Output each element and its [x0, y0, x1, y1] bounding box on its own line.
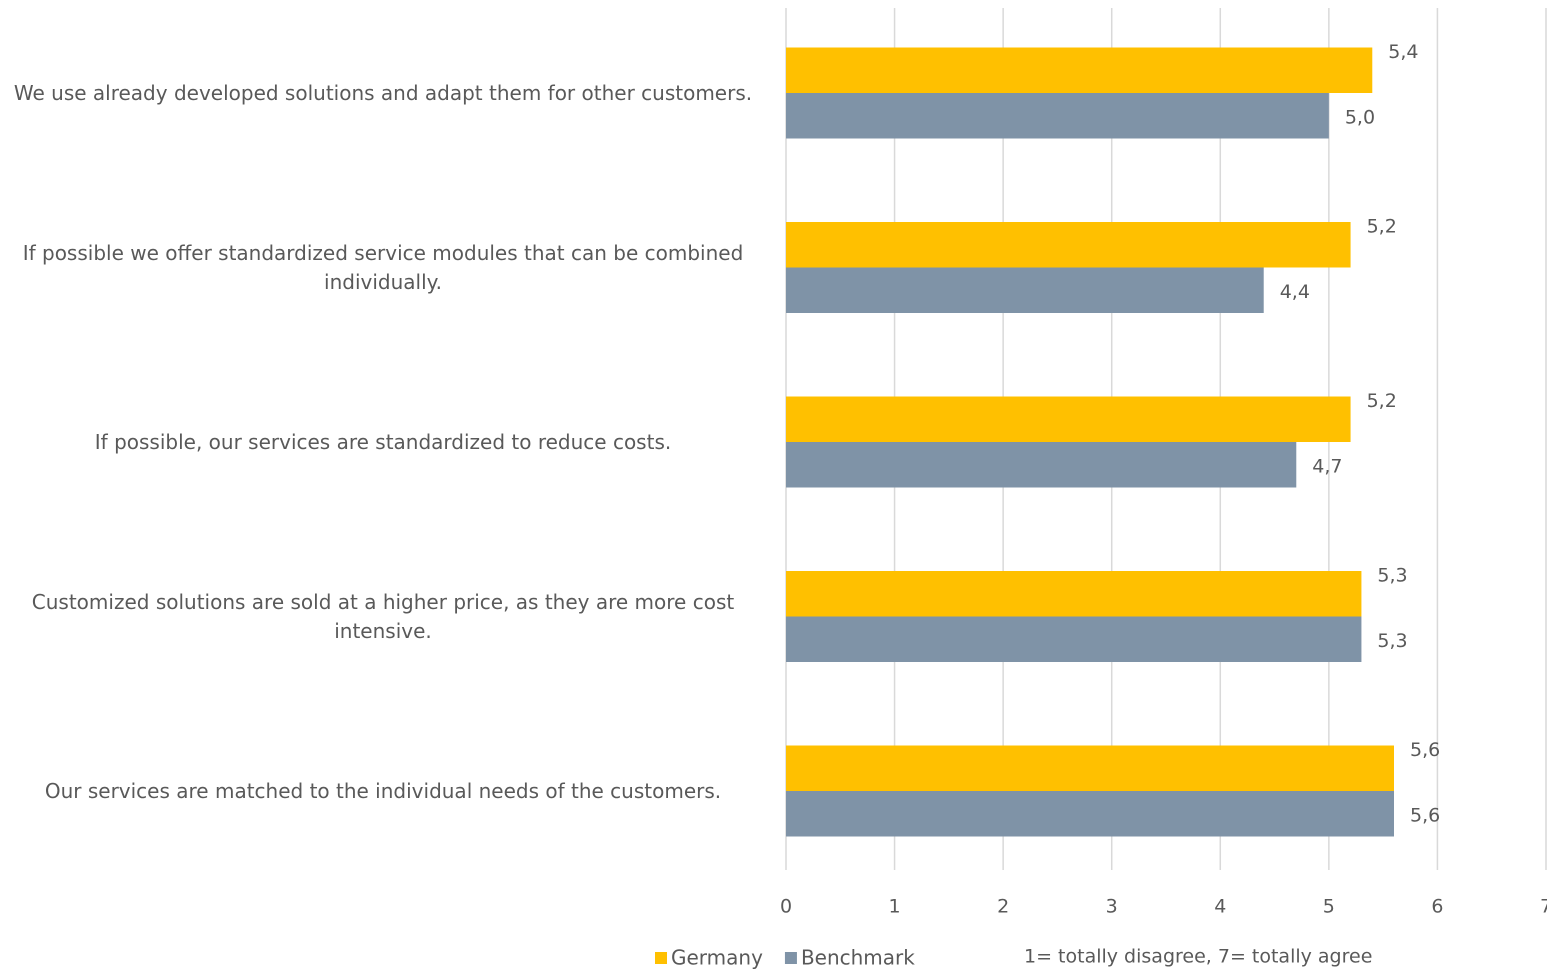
bar: [786, 267, 1264, 313]
category-label: Customized solutions are sold at a highe…: [31, 589, 735, 643]
note: 1= totally disagree, 7= totally agree: [1024, 946, 1372, 968]
bar: [786, 791, 1394, 837]
data-label: 4,7: [1312, 455, 1342, 477]
x-tick-label: 0: [780, 896, 792, 918]
x-tick-label: 4: [1214, 896, 1226, 918]
category-label: If possible, our services are standardiz…: [94, 429, 672, 454]
data-label: 5,6: [1410, 739, 1440, 761]
data-label: 4,4: [1280, 281, 1310, 303]
x-tick-label: 5: [1323, 896, 1335, 918]
bar: [786, 93, 1329, 139]
bar: [786, 616, 1362, 662]
legend-swatch: [655, 952, 667, 964]
category-label: If possible we offer standardized servic…: [22, 240, 744, 294]
bar: [786, 442, 1297, 488]
data-label: 5,6: [1410, 804, 1440, 826]
x-tick-label: 7: [1540, 896, 1547, 918]
category-label: We use already developed solutions and a…: [13, 80, 753, 105]
bar: [786, 571, 1362, 617]
category-label: Our services are matched to the individu…: [44, 778, 722, 803]
data-label: 5,2: [1367, 215, 1397, 237]
legend-swatch: [784, 952, 797, 964]
data-label: 5,2: [1367, 390, 1397, 412]
data-label: 5,4: [1388, 41, 1418, 63]
x-tick-label: 3: [1106, 896, 1118, 918]
data-label: 5,3: [1377, 630, 1407, 652]
data-label: 5,0: [1345, 106, 1375, 128]
x-tick-label: 1: [889, 896, 901, 918]
x-tick-label: 2: [997, 896, 1009, 918]
bar: [786, 222, 1351, 268]
legend-label: Germany: [671, 946, 763, 970]
bar: [786, 47, 1373, 93]
data-label: 5,3: [1377, 564, 1407, 586]
bar: [786, 745, 1394, 791]
x-tick-label: 6: [1431, 896, 1443, 918]
bar: [786, 396, 1351, 442]
legend-label: Benchmark: [801, 946, 915, 970]
